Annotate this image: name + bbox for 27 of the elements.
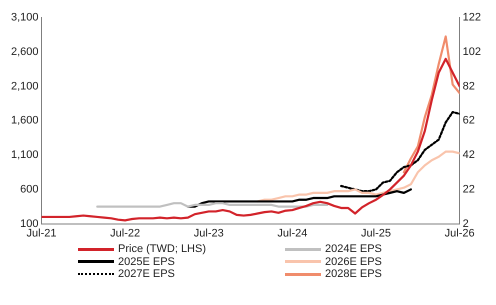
x-tick-label: Jul-22 (110, 227, 140, 240)
x-tick-label: Jul-23 (194, 227, 224, 240)
y2-tick-label: 82 (462, 80, 475, 92)
legend-label: Price (TWD; LHS) (118, 243, 206, 256)
line-series (340, 111, 460, 192)
y-tick-label: 100 (20, 218, 39, 230)
y2-tick-label: 122 (462, 12, 482, 24)
y2-tick-label: 22 (462, 183, 475, 196)
x-tick-label: Jul-25 (361, 227, 392, 240)
y-tick-label: 2,600 (10, 46, 39, 58)
x-tick-label: Jul-21 (26, 227, 57, 240)
legend-label: 2028E EPS (325, 268, 382, 280)
legend-label: 2026E EPS (325, 256, 382, 268)
y2-tick-label: 62 (462, 114, 475, 127)
y2-tick-label: 2 (462, 218, 469, 230)
y-tick-label: 1,600 (10, 114, 39, 127)
y-tick-label: 3,100 (10, 12, 39, 24)
y2-tick-label: 102 (462, 46, 482, 58)
x-tick-label: Jul-24 (277, 227, 308, 240)
y-tick-label: 2,100 (10, 80, 39, 92)
y-tick-label: 1,100 (10, 149, 39, 162)
legend-label: 2025E EPS (118, 256, 175, 268)
y-tick-label: 600 (20, 183, 39, 196)
legend-label: 2027E EPS (118, 268, 175, 280)
x-tick-label: Jul-26 (444, 227, 475, 240)
legend-label: 2024E EPS (325, 243, 382, 256)
y2-tick-label: 42 (462, 149, 475, 162)
